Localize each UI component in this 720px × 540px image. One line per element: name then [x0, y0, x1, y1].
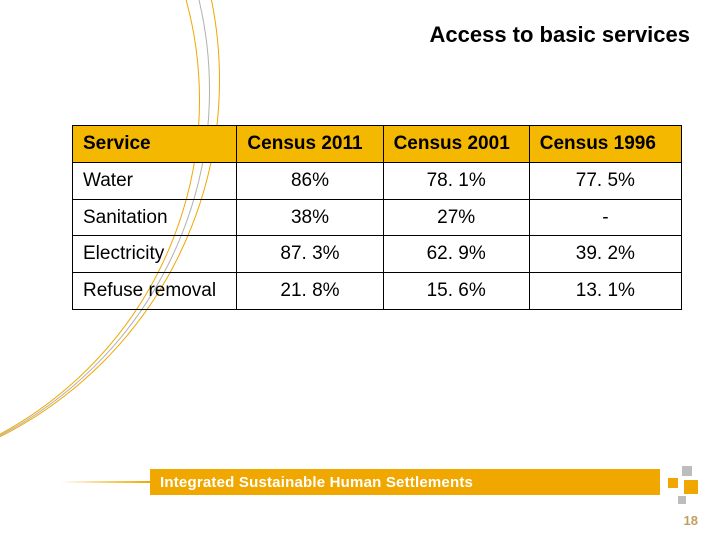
square-icon: [682, 466, 692, 476]
col-header-census-1996: Census 1996: [529, 126, 681, 163]
row-label: Electricity: [73, 236, 237, 273]
cell-value: 39. 2%: [529, 236, 681, 273]
square-icon: [668, 478, 678, 488]
page-number: 18: [684, 513, 698, 528]
table-row: Water 86% 78. 1% 77. 5%: [73, 162, 682, 199]
col-header-census-2001: Census 2001: [383, 126, 529, 163]
row-label: Water: [73, 162, 237, 199]
table-row: Electricity 87. 3% 62. 9% 39. 2%: [73, 236, 682, 273]
cell-value: 13. 1%: [529, 273, 681, 310]
row-label: Refuse removal: [73, 273, 237, 310]
page-title: Access to basic services: [429, 22, 690, 48]
row-label: Sanitation: [73, 199, 237, 236]
table-row: Refuse removal 21. 8% 15. 6% 13. 1%: [73, 273, 682, 310]
col-header-service: Service: [73, 126, 237, 163]
cell-value: 38%: [237, 199, 383, 236]
cell-value: 15. 6%: [383, 273, 529, 310]
cell-value: 78. 1%: [383, 162, 529, 199]
square-icon: [684, 480, 698, 494]
cell-value: 77. 5%: [529, 162, 681, 199]
services-table: Service Census 2011 Census 2001 Census 1…: [72, 125, 682, 310]
services-table-wrap: Service Census 2011 Census 2001 Census 1…: [72, 125, 682, 310]
cell-value: 62. 9%: [383, 236, 529, 273]
footer-band: Integrated Sustainable Human Settlements: [150, 469, 660, 495]
cell-value: 86%: [237, 162, 383, 199]
table-row: Sanitation 38% 27% -: [73, 199, 682, 236]
footer-gradient: [60, 481, 150, 483]
decorative-squares: [660, 466, 700, 506]
cell-value: 27%: [383, 199, 529, 236]
footer-bar: Integrated Sustainable Human Settlements: [60, 469, 660, 495]
table-header-row: Service Census 2011 Census 2001 Census 1…: [73, 126, 682, 163]
cell-value: 87. 3%: [237, 236, 383, 273]
footer-text: Integrated Sustainable Human Settlements: [160, 474, 473, 491]
cell-value: -: [529, 199, 681, 236]
square-icon: [678, 496, 686, 504]
col-header-census-2011: Census 2011: [237, 126, 383, 163]
cell-value: 21. 8%: [237, 273, 383, 310]
